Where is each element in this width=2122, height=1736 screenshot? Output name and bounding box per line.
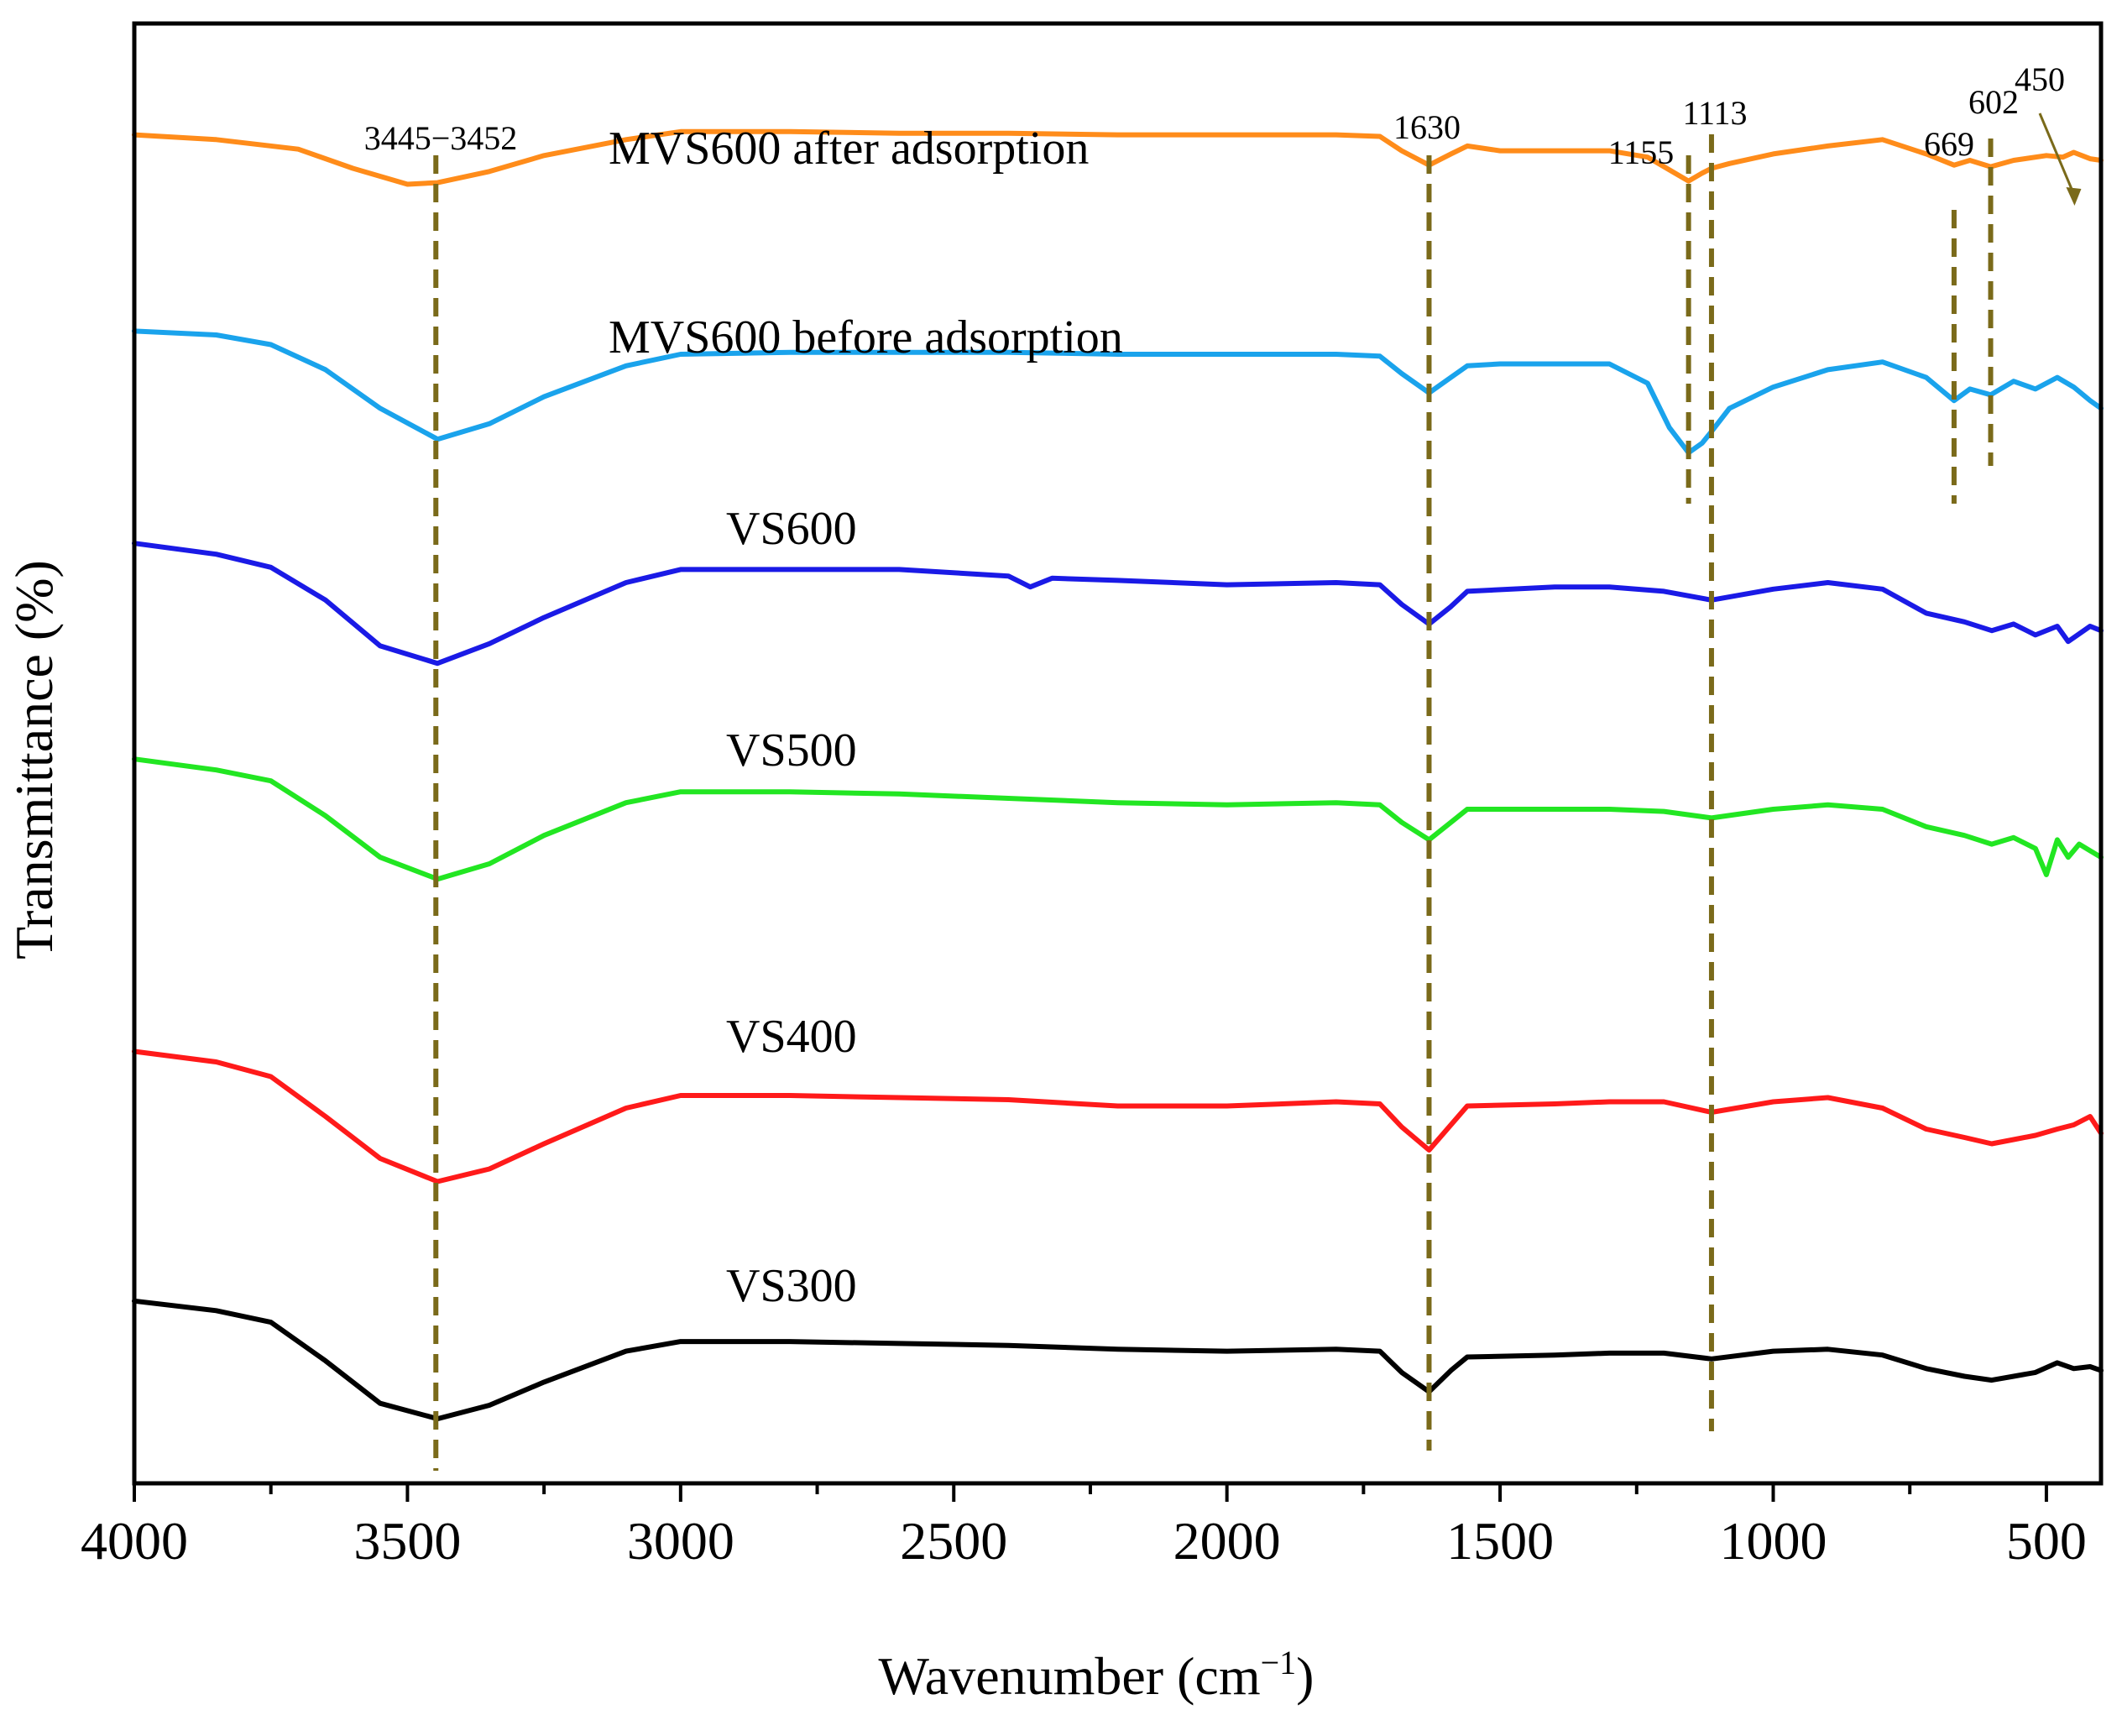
- x-tick-label-500: 500: [2006, 1511, 2087, 1571]
- x-axis-title-main: Wavenumber (cm: [879, 1646, 1261, 1706]
- peak-arrowhead-450: [2066, 187, 2082, 206]
- peak-label-1113: 1113: [1682, 94, 1747, 132]
- x-tick-label-1500: 1500: [1446, 1511, 1554, 1571]
- series-labels: MVS600 after adsorption MVS600 before ads…: [609, 123, 1123, 1312]
- series-label-vs500: VS500: [726, 724, 857, 776]
- x-axis-title-sup: −1: [1261, 1644, 1297, 1681]
- y-axis-title: Transmittance (%): [4, 560, 64, 960]
- x-axis-title: Wavenumber (cm−1): [879, 1644, 1314, 1706]
- peak-label-3445−3452: 3445−3452: [364, 119, 518, 157]
- peak-label-450: 450: [2015, 60, 2065, 98]
- peak-label-1630: 1630: [1393, 108, 1461, 146]
- x-tick-label-4000: 4000: [81, 1511, 188, 1571]
- series-label-mvs600-before-adsorption: MVS600 before adsorption: [609, 311, 1123, 363]
- peak-label-1155: 1155: [1608, 133, 1675, 171]
- peak-arrow-450: [2038, 112, 2075, 195]
- series-line-mvs600-before-adsorption: [132, 328, 2104, 456]
- x-axis-title-close: ): [1296, 1646, 1314, 1706]
- series-line-vs600: [132, 541, 2104, 667]
- series-line-vs300: [132, 1298, 2104, 1422]
- x-tick-label-2500: 2500: [900, 1511, 1007, 1571]
- plot-frame: [132, 21, 2104, 1486]
- series-line-vs400: [132, 1048, 2104, 1184]
- x-tick-label-2000: 2000: [1173, 1511, 1281, 1571]
- peak-label-602: 602: [1968, 83, 2019, 121]
- x-axis: 4000 3500 3000 2500 2000 1500 1000 500: [81, 1483, 2087, 1571]
- series-label-vs600: VS600: [726, 503, 857, 555]
- peak-label-669: 669: [1924, 125, 1974, 163]
- series-label-vs400: VS400: [726, 1011, 857, 1063]
- x-tick-label-3500: 3500: [353, 1511, 461, 1571]
- series-label-vs300: VS300: [726, 1260, 857, 1312]
- series-line-vs500: [132, 756, 2104, 882]
- x-tick-label-3000: 3000: [627, 1511, 734, 1571]
- series-line-mvs600-after-adsorption: [132, 128, 2104, 187]
- x-tick-label-1000: 1000: [1720, 1511, 1827, 1571]
- series-label-mvs600-after-adsorption: MVS600 after adsorption: [609, 123, 1089, 175]
